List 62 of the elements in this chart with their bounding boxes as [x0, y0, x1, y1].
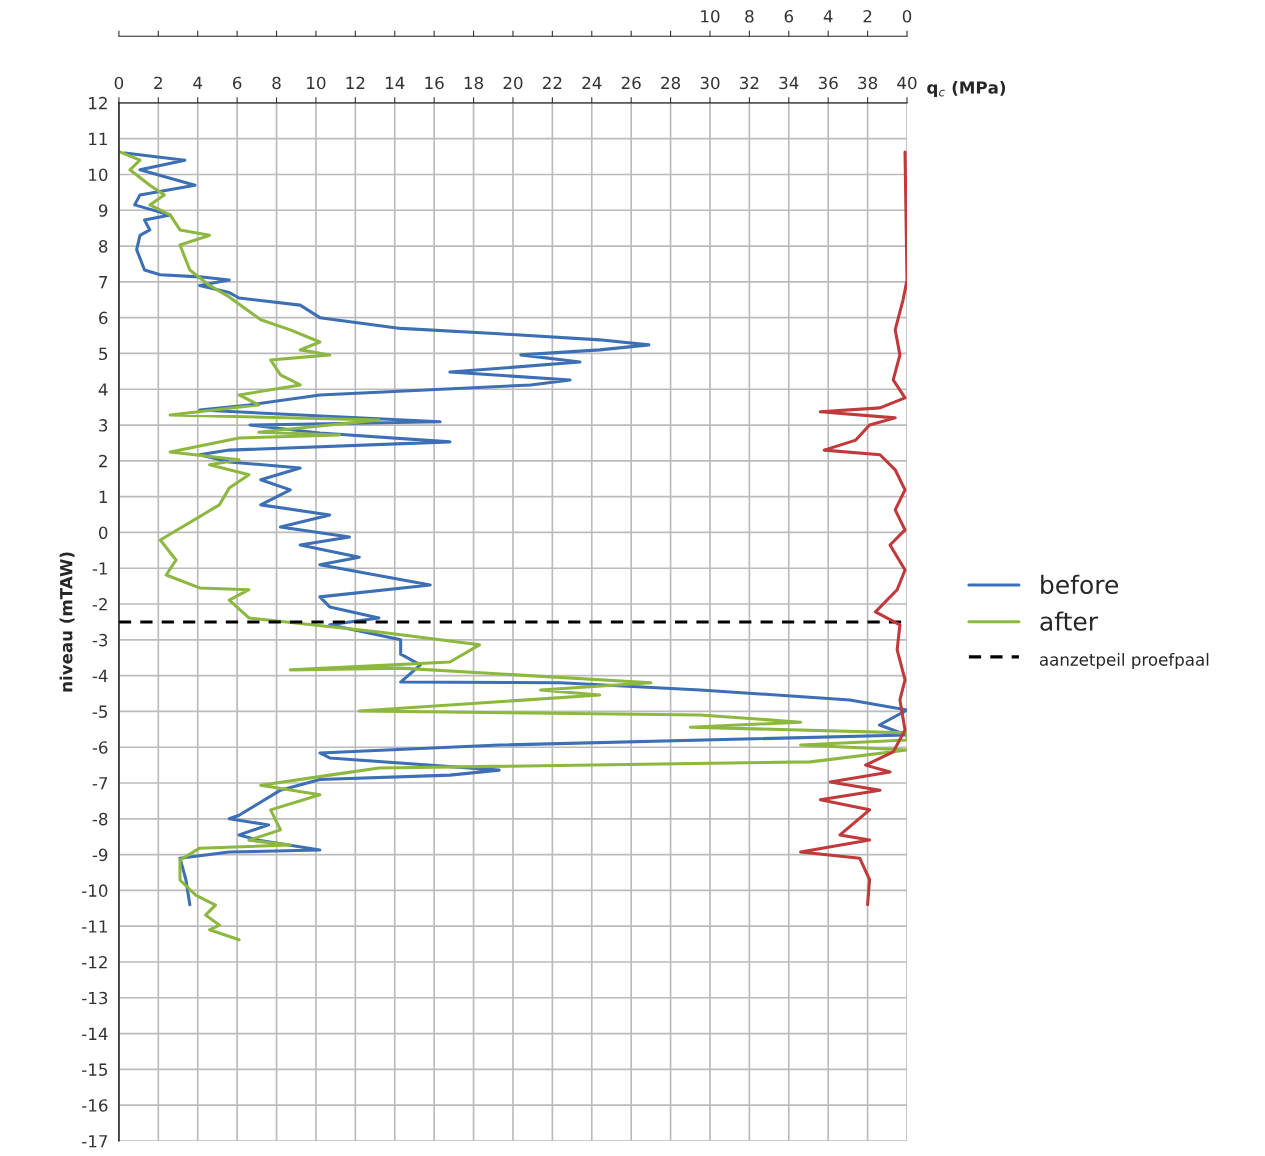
- x-tick-label: 0: [114, 76, 124, 90]
- x-tick-label: 22: [542, 76, 562, 89]
- x2-tick-label: 10: [701, 9, 720, 23]
- x2-tick-label: 0: [902, 9, 912, 23]
- y-tick-label: -2: [92, 597, 107, 611]
- x-tick-label: 26: [621, 76, 641, 90]
- y-tick-label: -11: [82, 920, 107, 933]
- x-tick-label: 12: [346, 76, 365, 89]
- y-tick-label: 10: [89, 168, 108, 182]
- legend-label: aanzetpeil proefpaal: [1039, 652, 1209, 670]
- y-tick-label: -7: [92, 777, 108, 790]
- y-tick-label: -1: [92, 562, 107, 575]
- legend-label: after: [1040, 611, 1099, 631]
- y-tick-label: -5: [92, 705, 108, 718]
- y-tick-label: -6: [92, 741, 108, 754]
- y-tick-label: 9: [98, 204, 108, 217]
- y-tick-label: 12: [89, 96, 107, 110]
- x-tick-label: 20: [503, 76, 523, 90]
- x-tick-label: 8: [272, 76, 281, 90]
- y-tick-label: 5: [99, 347, 108, 361]
- y-axis-title: niveau (mTAW): [59, 552, 75, 692]
- x-tick-label: 30: [700, 76, 720, 90]
- y-tick-label: -17: [82, 1135, 108, 1148]
- y-tick-label: -12: [82, 955, 107, 969]
- y-tick-label: 11: [89, 132, 107, 146]
- x-tick-label: 4: [193, 76, 203, 89]
- y-tick-label: 6: [99, 311, 108, 325]
- y-tick-label: -13: [82, 991, 108, 1005]
- y-tick-label: 0: [98, 526, 108, 540]
- x-tick-label: 28: [661, 76, 681, 90]
- x-tick-label: 18: [464, 76, 484, 90]
- y-tick-label: -3: [92, 633, 108, 647]
- y-tick-label: 2: [99, 454, 107, 468]
- x-tick-label: 40: [897, 76, 917, 90]
- y-tick-label: -15: [82, 1063, 108, 1076]
- y-tick-label: 8: [99, 240, 108, 253]
- x-axis-title: q$_{c}$ (MPa): [927, 80, 1006, 98]
- x2-tick-label: 2: [863, 9, 872, 23]
- x-tick-label: 16: [425, 76, 444, 90]
- y-tick-label: -10: [82, 884, 108, 897]
- x-tick-label: 6: [232, 76, 242, 90]
- x-tick-label: 34: [779, 76, 799, 90]
- x-tick-label: 2: [154, 76, 162, 89]
- y-tick-label: -8: [92, 812, 108, 826]
- x2-tick-label: 8: [745, 9, 754, 23]
- y-tick-label: -9: [92, 848, 108, 862]
- y-tick-label: -16: [82, 1099, 108, 1112]
- x-tick-label: 38: [858, 76, 878, 90]
- y-tick-label: -4: [92, 669, 108, 682]
- x-tick-label: 10: [307, 76, 326, 90]
- x2-tick-label: 6: [784, 9, 794, 23]
- y-tick-label: 3: [99, 419, 108, 432]
- y-tick-label: 4: [98, 383, 108, 396]
- y-tick-label: -14: [82, 1027, 108, 1040]
- x2-tick-label: 4: [823, 10, 833, 23]
- y-tick-label: 7: [99, 276, 108, 289]
- x-tick-label: 24: [582, 76, 602, 89]
- y-tick-label: 1: [99, 490, 107, 503]
- x-tick-label: 36: [818, 76, 838, 90]
- x-tick-label: 14: [385, 76, 405, 89]
- x-tick-label: 32: [740, 76, 759, 90]
- legend-label: before: [1041, 574, 1119, 595]
